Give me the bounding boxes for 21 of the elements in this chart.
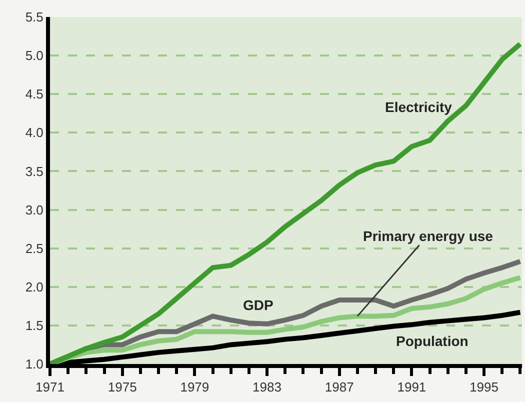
- x-tick-label: 1975: [108, 380, 137, 395]
- y-tick-label: 1.5: [25, 318, 44, 333]
- x-tick-label: 1971: [36, 380, 64, 395]
- series-label: Population: [396, 333, 468, 349]
- y-tick-label: 5.0: [25, 48, 44, 64]
- x-tick-label: 1979: [180, 380, 210, 395]
- series-label: Electricity: [385, 99, 452, 115]
- y-tick-label: 1.0: [25, 356, 44, 372]
- y-tick-label: 4.5: [25, 86, 44, 102]
- y-tick-label: 2.5: [25, 240, 44, 256]
- series-label: GDP: [243, 297, 274, 313]
- text: Primary energy use: [363, 228, 494, 244]
- x-tick-label: 1995: [470, 380, 498, 395]
- x-tick-label: 1991: [397, 380, 426, 395]
- x-tick-label: 1987: [324, 380, 354, 395]
- x-tick-label: 1983: [252, 380, 282, 395]
- y-tick-label: 2.0: [25, 279, 44, 294]
- y-tick-label: 3.0: [25, 202, 44, 218]
- y-tick-label: 4.0: [25, 125, 44, 140]
- y-tick-label: 3.5: [25, 164, 44, 179]
- y-tick-label: 5.5: [25, 10, 44, 25]
